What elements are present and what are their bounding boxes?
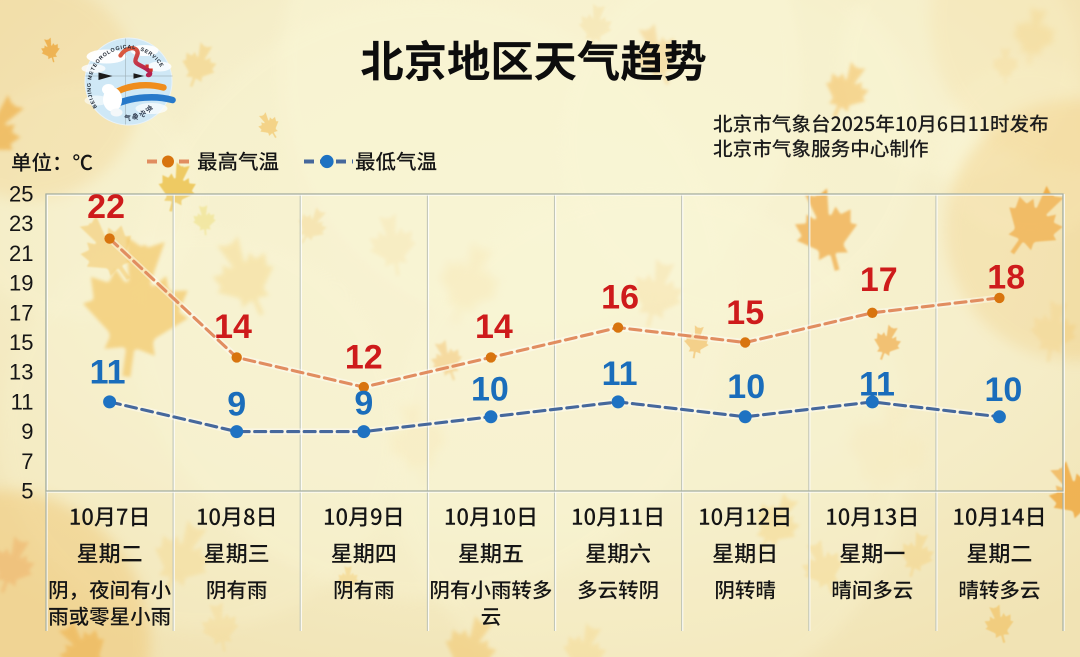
svg-text:11: 11 [90, 353, 126, 391]
svg-text:15: 15 [9, 330, 33, 355]
svg-text:11: 11 [602, 355, 638, 393]
svg-text:11: 11 [859, 365, 895, 403]
svg-text:12: 12 [345, 338, 383, 376]
svg-text:23: 23 [9, 211, 33, 236]
svg-text:10: 10 [727, 368, 765, 406]
svg-text:25: 25 [9, 182, 33, 207]
svg-text:9: 9 [354, 385, 373, 423]
svg-text:10: 10 [471, 371, 509, 409]
svg-text:18: 18 [987, 258, 1025, 296]
svg-text:17: 17 [9, 300, 33, 325]
svg-text:15: 15 [726, 294, 764, 332]
svg-text:14: 14 [214, 308, 252, 346]
svg-text:21: 21 [9, 241, 33, 266]
svg-text:5: 5 [21, 479, 33, 504]
svg-text:11: 11 [11, 389, 34, 414]
svg-text:10: 10 [984, 371, 1022, 409]
svg-text:9: 9 [21, 419, 33, 444]
svg-text:22: 22 [87, 188, 125, 226]
svg-text:14: 14 [475, 308, 513, 346]
svg-text:19: 19 [9, 271, 33, 296]
svg-text:13: 13 [9, 360, 33, 385]
svg-text:9: 9 [227, 386, 246, 424]
svg-text:17: 17 [860, 261, 898, 299]
svg-text:16: 16 [601, 279, 639, 317]
svg-text:7: 7 [21, 449, 33, 474]
